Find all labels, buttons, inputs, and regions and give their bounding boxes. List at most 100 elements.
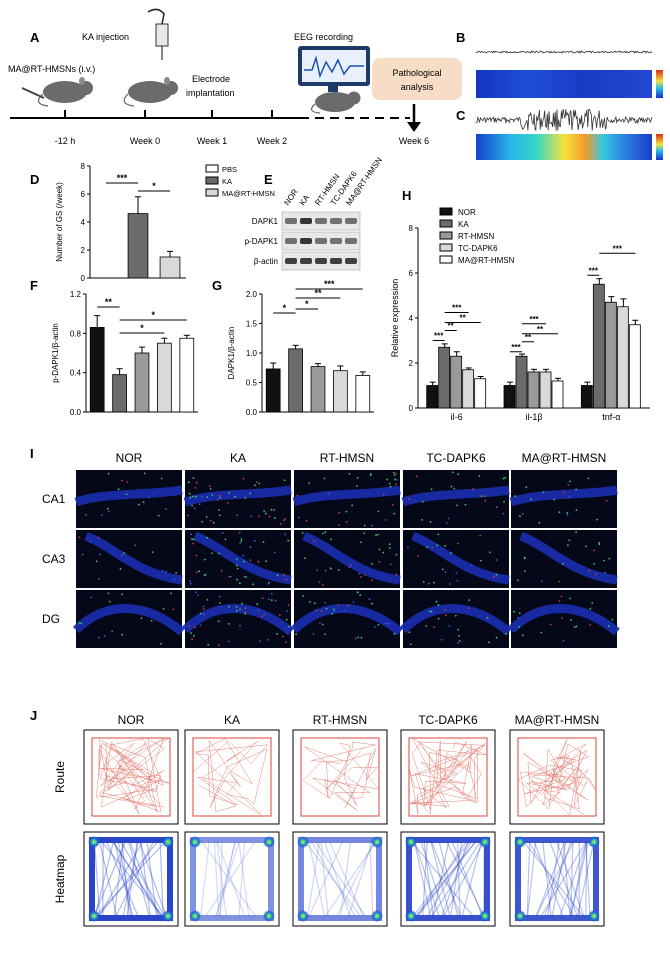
spectrogram-baseline: [476, 70, 652, 98]
row-label: Route: [53, 761, 67, 793]
y-tick-label: 0.0: [246, 408, 258, 417]
eeg-trace-baseline: [475, 50, 653, 54]
y-tick-label: 4: [409, 314, 414, 323]
y-tick-label: 1.5: [246, 320, 258, 329]
significance-label: **: [448, 322, 455, 331]
significance-label: **: [460, 314, 467, 323]
blot-band: [300, 238, 312, 244]
colorbar: [656, 134, 663, 160]
panel-letter-c: C: [456, 108, 466, 123]
y-tick-label: 0.4: [70, 369, 82, 378]
monitor-icon: [298, 46, 370, 92]
significance-label: ***: [117, 173, 128, 183]
blot-band: [345, 258, 357, 264]
legend-swatch: [439, 219, 453, 228]
bar: [159, 256, 181, 279]
significance-label: ***: [434, 332, 444, 341]
significance-label: **: [314, 288, 322, 298]
legend-label: MA@RT-HMSN: [458, 256, 515, 265]
route-plot: [400, 729, 496, 825]
bar: [265, 368, 281, 413]
y-tick-label: 6: [81, 190, 86, 199]
panel-h: H 0 2 4 6 8 Relative expression il-6 il-1β tnf-α…: [390, 188, 650, 422]
mouse-icon: [123, 77, 178, 107]
spectrogram-seizure: [476, 134, 652, 160]
bar: [628, 324, 641, 409]
heatmap-plot: [292, 831, 388, 927]
blot-band: [285, 258, 297, 264]
significance-label: ***: [452, 304, 462, 313]
blot-band: [345, 238, 357, 244]
panel-f: F 0.00.40.81.2p-DAPK1/β-actin****: [30, 278, 198, 417]
electrode-label-line1: Electrode: [192, 74, 230, 84]
micrograph: [292, 470, 401, 528]
micrograph: [72, 590, 185, 648]
row-label: CA3: [42, 552, 66, 566]
y-tick-label: 8: [81, 162, 86, 171]
y-tick-label: 2: [409, 359, 414, 368]
column-label: NOR: [116, 451, 143, 465]
column-label: TC-DAPK6: [418, 713, 478, 727]
row-label: DG: [42, 612, 60, 626]
pathology-label-line2: analysis: [401, 82, 434, 92]
significance-label: **: [105, 297, 113, 307]
column-label: NOR: [118, 713, 145, 727]
column-label: TC-DAPK6: [426, 451, 486, 465]
significance-label: ***: [589, 266, 599, 275]
bar: [333, 370, 348, 413]
y-axis-label: Relative expression: [390, 279, 400, 358]
y-axis-label: Number of GS (/week): [55, 182, 64, 262]
panel-letter-d: D: [30, 172, 39, 187]
open-field-grid: NOR KA RT-HMSN TC-DAPK6 MA@RT-HMSN Route Heatm…: [53, 713, 605, 927]
significance-label: *: [140, 323, 144, 333]
legend-h: NOR KA RT-HMSN TC-DAPK6 MA@RT-HMSN: [439, 207, 515, 265]
chart-h: 0 2 4 6 8 Relative expression il-6 il-1β tnf-α **…: [390, 224, 650, 422]
arrow-down-icon: [407, 122, 421, 132]
bar: [179, 337, 195, 413]
blot-band: [330, 238, 342, 244]
bar: [89, 327, 105, 413]
legend-label: RT-HMSN: [458, 232, 495, 241]
bar: [551, 380, 564, 409]
panel-letter-j: J: [30, 708, 37, 723]
micrograph: [507, 590, 620, 648]
blot-band: [330, 258, 342, 264]
y-tick-label: 1.0: [246, 349, 258, 358]
pathology-box: [372, 58, 462, 100]
blot-band: [315, 258, 327, 264]
micrograph: [509, 470, 618, 528]
significance-label: **: [525, 333, 532, 342]
mouse-icon: [310, 91, 361, 114]
y-tick-label: 0: [409, 404, 414, 413]
bar: [288, 348, 303, 413]
micrograph: [511, 530, 618, 588]
route-plot: [83, 729, 179, 825]
y-tick-label: 0.5: [246, 379, 258, 388]
bar: [127, 213, 149, 279]
panel-letter-i: I: [30, 446, 34, 461]
panel-letter-h: H: [402, 188, 411, 203]
bar: [474, 378, 487, 409]
legend-label: MA@RT-HMSN: [222, 189, 275, 198]
blot-band: [300, 218, 312, 224]
panel-letter-a: A: [30, 30, 40, 45]
column-label: MA@RT-HMSN: [515, 713, 600, 727]
bar: [157, 342, 172, 413]
y-tick-label: 1.2: [70, 290, 82, 299]
micrograph: [403, 530, 510, 588]
panel-b: B: [456, 30, 663, 98]
significance-label: *: [151, 310, 155, 320]
tick-minus-12h: -12 h: [55, 136, 76, 146]
bar: [438, 346, 451, 409]
significance-label: ***: [511, 343, 521, 352]
tick-week6: Week 6: [399, 136, 429, 146]
heatmap-plot: [400, 831, 496, 927]
y-tick-label: 2.0: [246, 290, 258, 299]
bar: [112, 374, 127, 413]
y-axis-label: p-DAPK1/β-actin: [51, 323, 60, 383]
